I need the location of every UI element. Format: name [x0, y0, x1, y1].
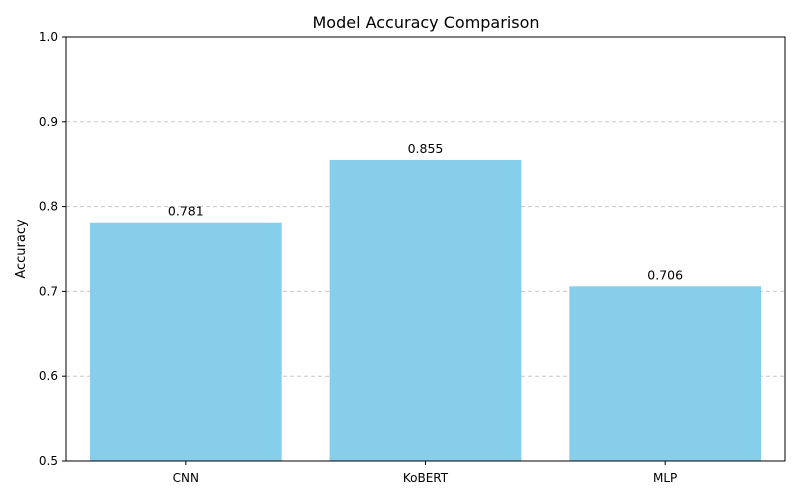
x-tick-label: CNN: [173, 471, 199, 485]
y-axis-ticks: 0.5 0.6 0.7 0.8 0.9 1.0: [39, 30, 66, 468]
y-tick-label: 1.0: [39, 30, 58, 44]
bar-value-label: 0.855: [408, 141, 444, 156]
x-axis-ticks: CNN KoBERT MLP: [173, 461, 677, 485]
y-tick-label: 0.9: [39, 115, 58, 129]
bar-value-label: 0.781: [168, 204, 204, 219]
x-tick-label: MLP: [653, 471, 677, 485]
bar-kobert: [329, 159, 522, 461]
y-tick-label: 0.7: [39, 284, 58, 298]
y-tick-label: 0.5: [39, 454, 58, 468]
chart-title: Model Accuracy Comparison: [312, 13, 539, 32]
bar-cnn: [89, 222, 282, 461]
x-tick-label: KoBERT: [403, 471, 449, 485]
y-tick-label: 0.8: [39, 200, 58, 214]
bar-mlp: [569, 286, 762, 461]
bar-value-label: 0.706: [647, 267, 683, 282]
data-labels: 0.781 0.855 0.706: [168, 141, 683, 282]
y-tick-label: 0.6: [39, 369, 58, 383]
y-axis-label: Accuracy: [14, 219, 29, 279]
bars: [89, 159, 762, 461]
